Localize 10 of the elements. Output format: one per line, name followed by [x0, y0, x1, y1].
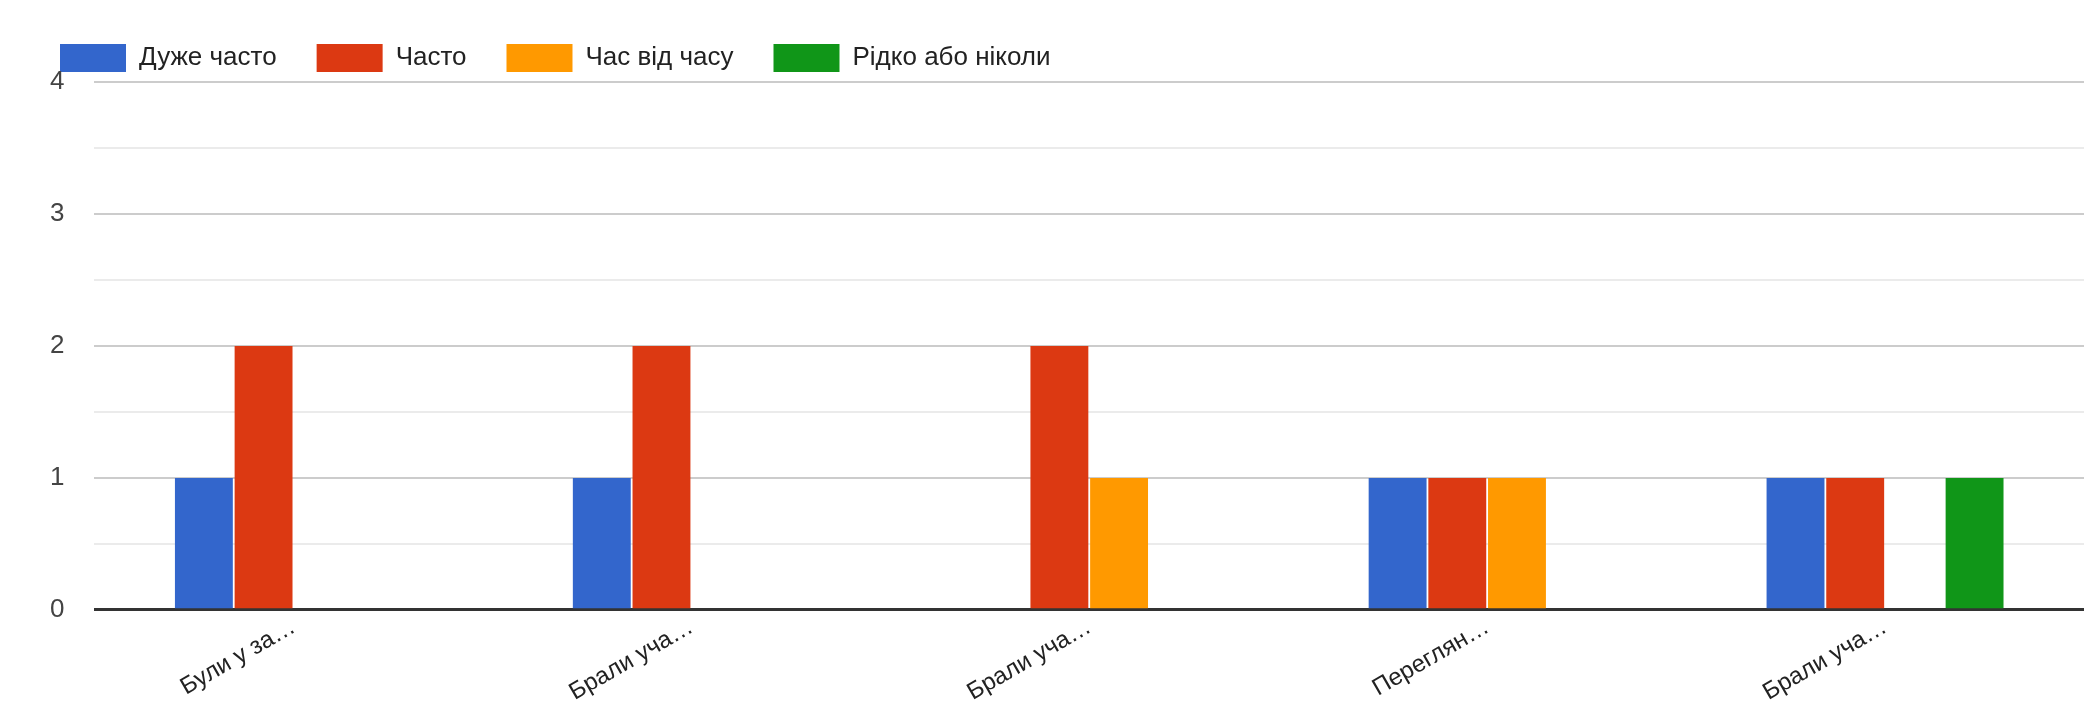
legend-label: Часто [395, 41, 467, 72]
legend-label: Рідко або ніколи [852, 41, 1051, 72]
y-tick-label: 0 [49, 593, 65, 624]
y-tick-label: 3 [49, 197, 65, 228]
y-tick-label: 4 [49, 65, 65, 96]
x-tick-label: Були у за… [175, 612, 300, 700]
legend-label: Дуже часто [139, 41, 277, 72]
legend-label: Час від часу [585, 41, 734, 72]
y-tick-label: 1 [49, 461, 65, 492]
y-tick-label: 2 [49, 329, 65, 360]
